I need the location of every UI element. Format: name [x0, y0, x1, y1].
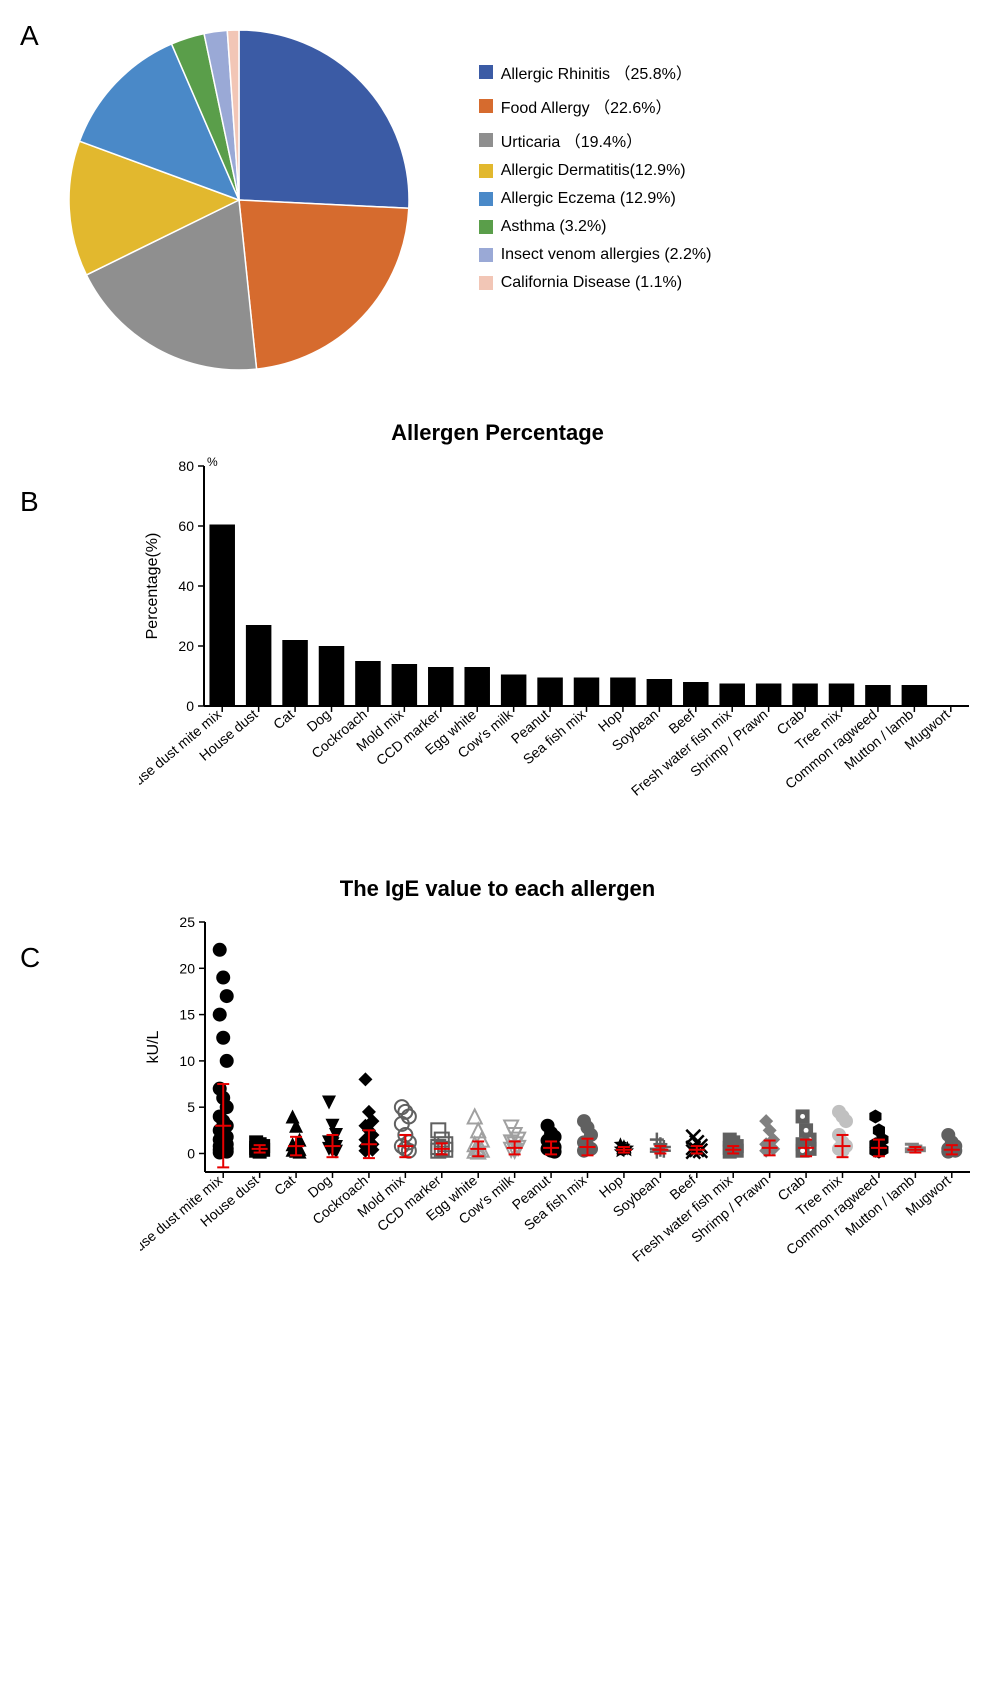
pie-chart — [59, 20, 419, 380]
legend-label: Allergic Dermatitis(12.9%) — [501, 162, 686, 180]
legend-swatch — [479, 164, 493, 178]
panel-c-title: The IgE value to each allergen — [20, 876, 975, 902]
panel-a-label: A — [20, 20, 39, 52]
legend-swatch — [479, 192, 493, 206]
svg-text:25: 25 — [180, 914, 196, 930]
svg-text:kU/L: kU/L — [145, 1030, 162, 1063]
svg-text:0: 0 — [186, 698, 194, 714]
svg-text:5: 5 — [187, 1099, 195, 1115]
legend-label: Food Allergy （22.6%） — [501, 94, 672, 118]
svg-text:Cat: Cat — [271, 1172, 298, 1198]
legend-item: Food Allergy （22.6%） — [479, 94, 712, 118]
svg-text:40: 40 — [178, 578, 194, 594]
svg-text:10: 10 — [180, 1053, 196, 1069]
legend-label: Asthma (3.2%) — [501, 218, 607, 236]
svg-text:60: 60 — [178, 518, 194, 534]
legend-swatch — [479, 99, 493, 113]
panel-b: Allergen Percentage B 020406080House dus… — [20, 420, 975, 836]
svg-text:20: 20 — [178, 638, 194, 654]
svg-text:Percentage(%): Percentage(%) — [144, 533, 161, 640]
legend-item: Allergic Rhinitis （25.8%） — [479, 60, 712, 84]
panel-b-title: Allergen Percentage — [20, 420, 975, 446]
legend-swatch — [479, 248, 493, 262]
svg-text:%: % — [207, 456, 218, 469]
legend-swatch — [479, 133, 493, 147]
svg-text:0: 0 — [187, 1145, 195, 1161]
legend-swatch — [479, 220, 493, 234]
legend-item: Asthma (3.2%) — [479, 218, 712, 236]
legend-item: Allergic Eczema (12.9%) — [479, 190, 712, 208]
panel-b-label: B — [20, 486, 39, 518]
svg-text:Cat: Cat — [270, 706, 297, 732]
legend-item: California Disease (1.1%) — [479, 274, 712, 292]
panel-c-label: C — [20, 942, 40, 974]
panel-a: A Allergic Rhinitis （25.8%） Food Allergy … — [20, 20, 975, 380]
legend-item: Allergic Dermatitis(12.9%) — [479, 162, 712, 180]
svg-text:15: 15 — [180, 1007, 196, 1023]
legend-swatch — [479, 65, 493, 79]
pie-legend: Allergic Rhinitis （25.8%） Food Allergy （2… — [479, 60, 712, 302]
legend-label: Urticaria （19.4%） — [501, 128, 642, 152]
svg-text:20: 20 — [180, 960, 196, 976]
panel-c: The IgE value to each allergen C 0 5 10 15 2… — [20, 876, 975, 1312]
bar-chart: 020406080House dust mite mixHouse dustCa… — [139, 456, 979, 836]
scatter-chart: 0510152025House dust mite mixHouse dustC… — [140, 912, 980, 1312]
legend-label: Insect venom allergies (2.2%) — [501, 246, 712, 264]
legend-item: Insect venom allergies (2.2%) — [479, 246, 712, 264]
legend-label: Allergic Eczema (12.9%) — [501, 190, 676, 208]
legend-label: California Disease (1.1%) — [501, 274, 682, 292]
legend-item: Urticaria （19.4%） — [479, 128, 712, 152]
legend-label: Allergic Rhinitis （25.8%） — [501, 60, 692, 84]
legend-swatch — [479, 276, 493, 290]
svg-text:80: 80 — [178, 458, 194, 474]
